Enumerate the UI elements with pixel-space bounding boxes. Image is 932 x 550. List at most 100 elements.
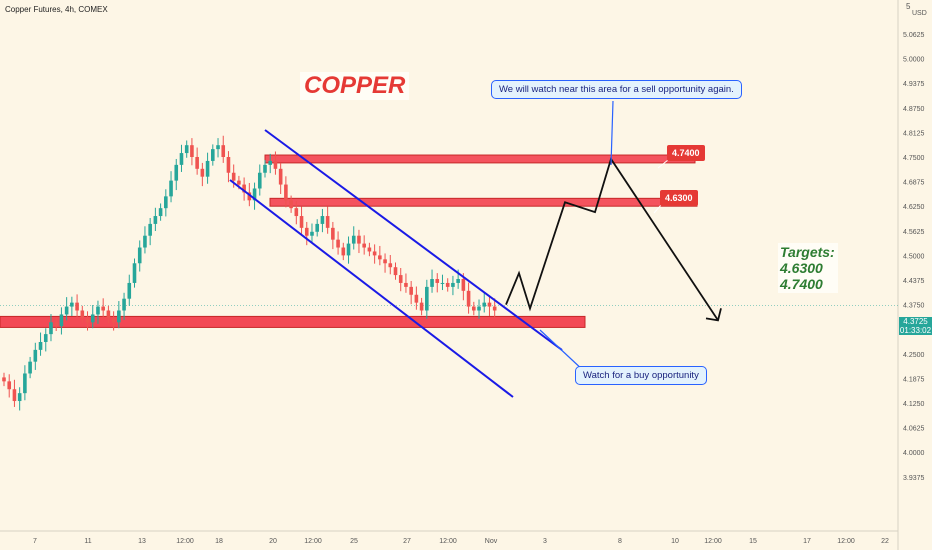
candle-body <box>351 235 356 244</box>
targets-heading: Targets: <box>780 244 835 260</box>
candle-body <box>435 279 440 283</box>
resistance-zone-4740 <box>264 154 696 164</box>
candle-body <box>477 306 481 311</box>
candle-body <box>195 157 199 169</box>
candle-body <box>43 334 48 342</box>
candle-body <box>430 279 434 287</box>
candle-body <box>336 239 340 248</box>
candle-body <box>221 145 226 157</box>
level-4630-pointer <box>653 204 662 214</box>
candle-body <box>289 200 293 209</box>
candle-body <box>75 302 79 311</box>
candle-body <box>341 247 346 256</box>
candle-body <box>398 275 403 283</box>
candle-body <box>456 279 460 283</box>
candle-body <box>7 381 12 390</box>
time-axis-label: 20 <box>269 538 277 545</box>
candle-body <box>284 184 288 201</box>
candle-body <box>331 227 335 240</box>
price-axis-label: 4.4375 <box>903 278 925 285</box>
candle-body <box>362 243 366 248</box>
price-axis-label: 4.7500 <box>903 155 925 162</box>
candle-body <box>179 153 184 165</box>
candle-body <box>54 322 58 327</box>
candle-body <box>242 184 246 193</box>
price-axis-label: 5.0000 <box>903 57 925 64</box>
price-axis-label: 4.6250 <box>903 204 925 211</box>
candle-body <box>85 318 90 323</box>
candle-body <box>17 393 22 402</box>
candle-body <box>440 282 445 284</box>
candle-body <box>315 223 319 232</box>
candle-body <box>414 294 419 303</box>
candle-body <box>127 282 132 299</box>
candle-body <box>294 208 299 217</box>
candle-body <box>174 164 179 181</box>
candle-body <box>482 302 487 307</box>
time-axis-label: 12:00 <box>176 538 194 545</box>
candle-body <box>122 298 126 311</box>
candle-body <box>472 306 476 311</box>
level-4740-box: 4.7400 <box>667 145 705 161</box>
channel-upper-line <box>264 129 563 351</box>
candle-body <box>106 310 111 319</box>
candle-body <box>310 231 314 236</box>
time-axis-label: 12:00 <box>439 538 457 545</box>
projected-path <box>505 156 719 321</box>
price-axis-top-marker: 5 <box>906 2 911 11</box>
candle-body <box>237 180 241 185</box>
price-axis-label: 4.1250 <box>903 401 925 408</box>
price-axis-label: 4.5625 <box>903 229 925 236</box>
time-axis-label: 17 <box>803 538 811 545</box>
candle-body <box>80 310 85 319</box>
candle-body <box>38 341 43 350</box>
price-axis-label: 4.1875 <box>903 376 925 383</box>
candle-body <box>273 160 278 169</box>
sell-note: We will watch near this area for a sell … <box>491 80 742 99</box>
candle-body <box>33 349 38 362</box>
resistance-zone-4630 <box>269 197 698 207</box>
candle-body <box>101 306 105 311</box>
candle-body <box>346 243 351 256</box>
candle-body <box>49 322 53 335</box>
candle-body <box>23 373 27 394</box>
price-axis-bg <box>898 0 932 550</box>
price-axis-currency: USD <box>912 10 927 17</box>
price-axis-label: 4.2500 <box>903 352 925 359</box>
level-4630-box: 4.6300 <box>660 190 698 206</box>
candle-body <box>425 286 429 311</box>
price-axis-label: 4.8125 <box>903 130 925 137</box>
candle-body <box>117 310 121 323</box>
candle-body <box>388 263 393 268</box>
candle-body <box>169 180 173 197</box>
candle-body <box>404 282 408 287</box>
candle-body <box>325 216 330 228</box>
time-axis-label: 12:00 <box>704 538 722 545</box>
candle-body <box>268 160 273 165</box>
candle-body <box>164 196 168 209</box>
time-axis-label: 11 <box>84 538 91 545</box>
candle-body <box>70 302 74 307</box>
chart-header: Copper Futures, 4h, COMEX <box>5 5 108 14</box>
price-axis-label: 4.9375 <box>903 81 925 88</box>
copper-label: COPPER <box>300 72 410 100</box>
candle-body <box>409 286 413 295</box>
time-axis-label: 7 <box>33 538 37 545</box>
time-axis-label: 18 <box>215 538 223 545</box>
current-time-value: 01:33:02 <box>899 326 932 335</box>
time-axis-label: 12:00 <box>304 538 322 545</box>
level-4740-pointer <box>657 159 669 169</box>
candle-body <box>184 145 189 154</box>
target-2: 4.7400 <box>780 276 823 292</box>
support-zone <box>0 315 586 328</box>
candle-body <box>200 168 205 177</box>
candle-body <box>96 306 100 315</box>
candle-body <box>137 247 142 264</box>
price-axis-label: 4.6875 <box>903 180 925 187</box>
time-axis-label: 3 <box>543 538 547 545</box>
channel-lower-line <box>229 179 514 398</box>
time-axis-label: 25 <box>350 538 358 545</box>
current-price-value: 4.3725 <box>903 317 928 326</box>
